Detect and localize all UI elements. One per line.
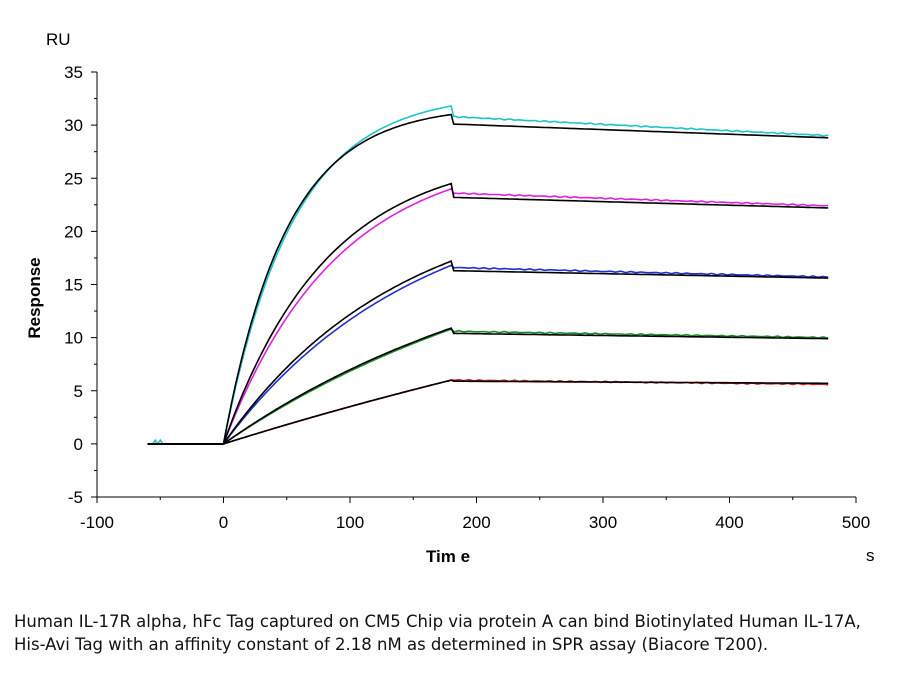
series-curve xyxy=(147,264,829,445)
fit-curve xyxy=(147,260,829,445)
series-curve xyxy=(147,187,829,445)
y-tick-label: 15 xyxy=(64,276,83,295)
figure-caption: Human IL-17R alpha, hFc Tag captured on … xyxy=(14,612,861,654)
x-tick-label: 300 xyxy=(589,513,617,532)
fit-curves xyxy=(147,113,829,445)
fit-curve xyxy=(147,327,829,445)
x-ticks: -100 0 100 200 300 400 500 xyxy=(80,497,870,532)
x-tick-label: 500 xyxy=(842,513,870,532)
y-tick-label: 25 xyxy=(64,169,83,188)
y-axis-title: Response xyxy=(25,257,44,338)
y-tick-label: 10 xyxy=(64,329,83,348)
y-tick-label: 20 xyxy=(64,222,83,241)
fit-curve xyxy=(147,113,829,445)
y-tick-label: -5 xyxy=(68,488,83,507)
y-tick-label: 5 xyxy=(74,382,83,401)
x-axis-title: Tim e xyxy=(426,547,470,566)
fit-curve xyxy=(147,182,829,445)
y-tick-label: 0 xyxy=(74,435,83,454)
x-unit-label: s xyxy=(866,546,875,565)
sensorgram-chart: 35 30 25 20 15 10 5 0 -5 -100 0 100 200 300 400 500 RU… xyxy=(25,30,875,566)
y-tick-label: 30 xyxy=(64,116,83,135)
y-unit-label: RU xyxy=(46,30,71,49)
x-tick-label: -100 xyxy=(80,513,114,532)
x-tick-label: 400 xyxy=(715,513,743,532)
curves xyxy=(147,105,829,446)
axes xyxy=(96,72,856,498)
y-tick-label: 35 xyxy=(64,63,83,82)
fit-curve xyxy=(147,379,829,445)
x-tick-label: 100 xyxy=(336,513,364,532)
x-tick-label: 0 xyxy=(219,513,228,532)
y-ticks: 35 30 25 20 15 10 5 0 -5 xyxy=(64,63,97,507)
x-tick-label: 200 xyxy=(462,513,490,532)
